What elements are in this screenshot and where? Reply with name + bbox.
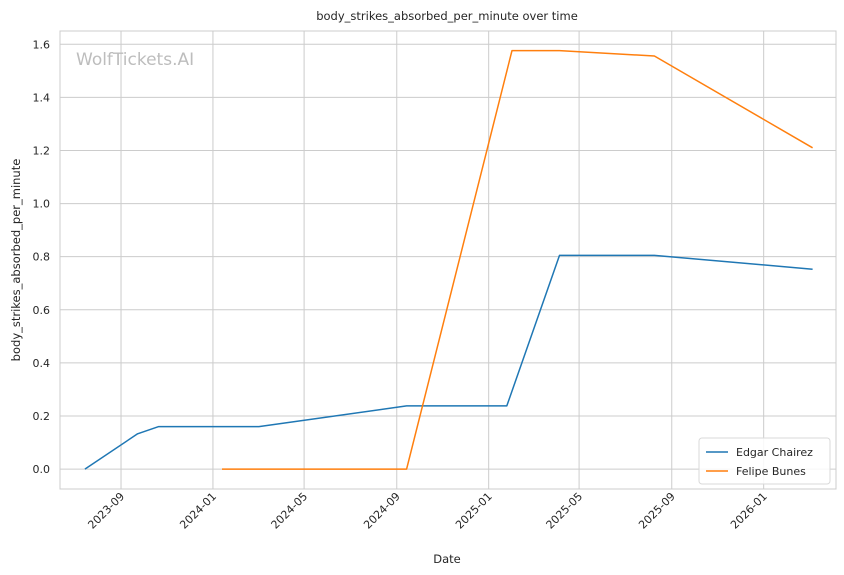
legend-label-felipe-bunes: Felipe Bunes xyxy=(736,465,806,478)
watermark-text: WolfTickets.AI xyxy=(76,50,194,70)
x-tick-label: 2025-01 xyxy=(453,490,495,532)
y-tick-label: 1.6 xyxy=(33,38,51,51)
series-lines xyxy=(84,49,813,470)
series-line-felipe-bunes xyxy=(222,49,813,470)
y-tick-label: 0.0 xyxy=(33,463,51,476)
series-line-edgar-chairez xyxy=(84,254,813,470)
legend: Edgar Chairez Felipe Bunes xyxy=(698,437,831,485)
legend-label-edgar-chairez: Edgar Chairez xyxy=(736,446,813,459)
axis-ticks: 0.0 0.2 0.4 0.6 0.8 1.0 1.2 1.4 1.6 2023-09 2024-0… xyxy=(33,38,770,531)
x-axis-label: Date xyxy=(433,552,461,566)
y-tick-label: 1.0 xyxy=(33,198,51,211)
y-tick-label: 0.8 xyxy=(33,251,51,264)
x-tick-label: 2026-01 xyxy=(728,490,770,532)
chart-title: body_strikes_absorbed_per_minute over ti… xyxy=(316,9,578,23)
x-tick-label: 2024-05 xyxy=(269,490,311,532)
y-tick-label: 1.4 xyxy=(33,91,51,104)
x-tick-label: 2023-09 xyxy=(85,490,127,532)
x-tick-label: 2024-09 xyxy=(361,490,403,532)
x-tick-label: 2025-05 xyxy=(544,490,586,532)
x-tick-label: 2025-09 xyxy=(636,490,678,532)
plot-area-frame xyxy=(59,30,837,490)
y-tick-label: 0.6 xyxy=(33,304,51,317)
y-tick-label: 1.2 xyxy=(33,144,51,157)
y-tick-label: 0.4 xyxy=(33,357,51,370)
y-tick-label: 0.2 xyxy=(33,410,51,423)
y-axis-label: body_strikes_absorbed_per_minute xyxy=(9,159,23,362)
legend-box xyxy=(698,437,831,485)
grid xyxy=(60,31,836,489)
x-tick-label: 2024-01 xyxy=(177,490,219,532)
